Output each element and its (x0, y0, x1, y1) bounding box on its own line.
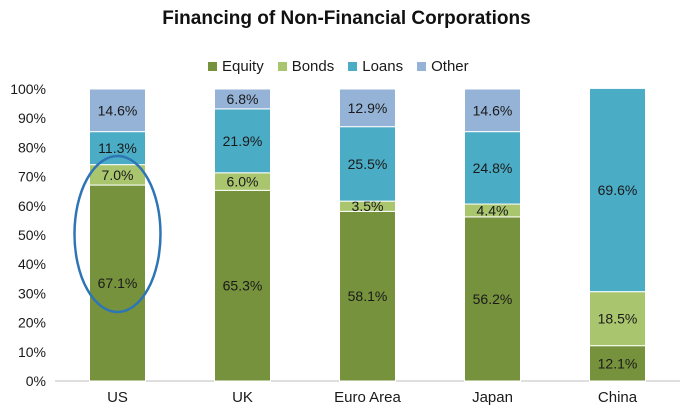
legend-label-other: Other (431, 57, 469, 75)
data-label-uk-equity: 65.3% (223, 278, 263, 294)
chart-title: Financing of Non-Financial Corporations (162, 8, 531, 29)
y-tick-label: 0% (26, 373, 46, 389)
bar-segment-euro-area-other (339, 88, 396, 128)
highlight-ellipse (73, 154, 162, 314)
chart-legend: Equity Bonds Loans Other (208, 56, 469, 76)
bar-segment-euro-area-loans (339, 126, 396, 202)
legend-item-loans: Loans (348, 58, 403, 75)
y-tick-label: 100% (10, 81, 46, 97)
bar-segment-china-bonds (589, 291, 646, 347)
x-tick-label-china: China (598, 389, 638, 406)
bar-segment-china-equity (589, 345, 646, 382)
data-label-china-bonds: 18.5% (598, 311, 638, 327)
y-tick-label: 20% (18, 315, 46, 331)
legend-label-bonds: Bonds (291, 57, 335, 75)
legend-label-equity: Equity (222, 57, 264, 75)
legend-label-loans: Loans (362, 57, 404, 75)
bar-segment-japan-other (464, 88, 521, 133)
legend-swatch-loans (348, 61, 358, 71)
x-tick-label-uk: UK (232, 389, 253, 406)
x-tick-label-euro-area: Euro Area (334, 389, 401, 406)
y-tick-label: 10% (18, 344, 46, 360)
bar-segment-japan-equity (464, 216, 521, 382)
y-tick-label: 70% (18, 169, 46, 185)
legend-item-equity: Equity (208, 58, 264, 75)
data-label-japan-loans: 24.8% (473, 160, 513, 176)
data-label-euro-area-other: 12.9% (348, 100, 388, 116)
y-tick-label: 90% (18, 110, 46, 126)
bar-segment-china-loans (589, 87, 646, 293)
data-label-uk-bonds: 6.0% (227, 174, 259, 190)
bar-segment-japan-loans (464, 131, 521, 205)
bar-segment-us-equity (89, 184, 146, 382)
data-label-euro-area-equity: 58.1% (348, 288, 388, 304)
y-tick-label: 60% (18, 198, 46, 214)
bar-segment-us-other (89, 88, 146, 133)
data-label-us-loans: 11.3% (98, 140, 137, 156)
data-label-uk-loans: 21.9% (223, 133, 263, 149)
data-label-uk-other: 6.8% (227, 91, 259, 107)
legend-item-bonds: Bonds (277, 57, 335, 75)
y-tick-label: 50% (18, 227, 46, 243)
legend-item-other: Other (417, 58, 469, 75)
x-tick-label-us: US (107, 389, 128, 406)
data-label-japan-other: 14.6% (473, 102, 513, 118)
legend-swatch-other (417, 61, 427, 71)
data-label-japan-bonds: 4.4% (477, 202, 509, 218)
y-tick-label: 40% (18, 256, 46, 272)
data-label-us-equity: 67.1% (98, 275, 138, 291)
legend-swatch-bonds (277, 61, 287, 71)
bar-segment-euro-area-equity (339, 210, 396, 382)
bar-segment-uk-other (214, 88, 271, 110)
data-label-us-other: 14.6% (98, 102, 138, 118)
data-label-china-loans: 69.6% (598, 182, 638, 198)
data-label-japan-equity: 56.2% (473, 291, 513, 307)
data-label-euro-area-loans: 25.5% (348, 156, 388, 172)
data-label-china-equity: 12.1% (598, 355, 638, 371)
data-label-euro-area-bonds: 3.5% (352, 198, 384, 214)
legend-swatch-equity (208, 61, 217, 71)
x-tick-label-japan: Japan (472, 389, 513, 406)
y-tick-label: 30% (18, 285, 46, 301)
data-label-us-bonds: 7.0% (102, 167, 134, 183)
y-tick-label: 80% (18, 139, 46, 155)
